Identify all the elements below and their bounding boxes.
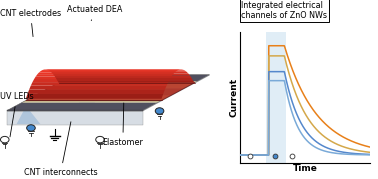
Polygon shape	[42, 69, 180, 70]
Polygon shape	[7, 75, 209, 111]
Polygon shape	[57, 81, 195, 83]
Polygon shape	[62, 75, 209, 81]
Polygon shape	[41, 70, 178, 71]
Polygon shape	[7, 103, 158, 110]
Polygon shape	[37, 72, 175, 74]
Polygon shape	[29, 86, 167, 90]
Polygon shape	[49, 71, 187, 72]
Polygon shape	[34, 76, 172, 79]
Polygon shape	[46, 69, 183, 70]
Polygon shape	[36, 74, 173, 76]
Text: UV LEDs: UV LEDs	[0, 92, 34, 137]
Polygon shape	[17, 106, 40, 124]
Polygon shape	[56, 78, 193, 81]
Text: CNT electrodes: CNT electrodes	[0, 9, 61, 37]
Polygon shape	[48, 81, 198, 88]
Polygon shape	[28, 90, 165, 94]
Polygon shape	[53, 73, 190, 76]
Polygon shape	[33, 79, 170, 82]
Polygon shape	[54, 76, 192, 78]
Polygon shape	[7, 111, 143, 125]
Polygon shape	[26, 94, 163, 99]
Text: Actuated DEA: Actuated DEA	[67, 5, 122, 21]
Circle shape	[155, 108, 164, 114]
Polygon shape	[76, 91, 100, 109]
Circle shape	[27, 125, 35, 131]
Polygon shape	[31, 82, 168, 86]
Polygon shape	[39, 71, 177, 72]
Circle shape	[96, 136, 104, 143]
Y-axis label: Current: Current	[230, 78, 239, 117]
Polygon shape	[35, 88, 184, 95]
Text: Integrated electrical
channels of ZnO NWs: Integrated electrical channels of ZnO NW…	[241, 1, 327, 20]
Polygon shape	[7, 110, 143, 111]
Text: CNT interconnects: CNT interconnects	[24, 122, 98, 177]
Polygon shape	[51, 72, 188, 73]
Polygon shape	[7, 75, 209, 111]
Circle shape	[0, 136, 9, 143]
Text: Elastomer: Elastomer	[102, 103, 143, 147]
Bar	[266, 32, 286, 163]
X-axis label: Time: Time	[293, 164, 318, 173]
Polygon shape	[26, 83, 195, 100]
Polygon shape	[48, 70, 185, 71]
Polygon shape	[22, 95, 171, 103]
